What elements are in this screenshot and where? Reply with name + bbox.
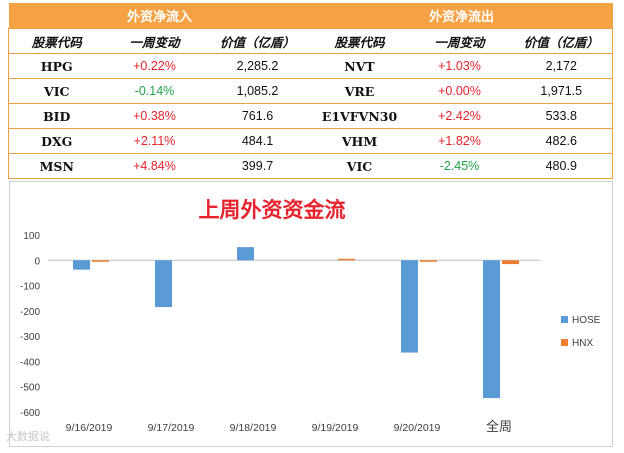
x-tick-label: 9/19/2019 xyxy=(312,422,359,434)
weekly-change: +0.22% xyxy=(104,53,205,79)
x-tick-label: 9/17/2019 xyxy=(148,422,195,434)
bar-hnx xyxy=(502,260,519,265)
col-header: 股票代码 xyxy=(8,28,105,54)
flow-value: 533.8 xyxy=(510,103,613,129)
watermark: 大数据说 xyxy=(6,430,50,443)
inflow-title: 外资净流入 xyxy=(8,3,311,29)
y-tick-label: 100 xyxy=(23,231,40,242)
flow-value: 399.7 xyxy=(204,153,311,179)
x-tick-label: 9/18/2019 xyxy=(230,422,277,434)
outflow-title: 外资净流出 xyxy=(310,3,613,29)
stock-code: DXG xyxy=(8,128,105,154)
flow-value: 1,085.2 xyxy=(204,78,311,104)
flow-value: 480.9 xyxy=(510,153,613,179)
x-tick-label: 全周 xyxy=(486,419,512,434)
table-header-row: 外资净流入 外资净流出 xyxy=(8,3,613,29)
legend-label-hose: HOSE xyxy=(572,315,601,326)
table-row: BID +0.38% 761.6 E1VFVN30 +2.42% 533.8 xyxy=(8,103,613,129)
bar-hnx xyxy=(92,260,109,262)
y-tick-label: -100 xyxy=(20,282,40,293)
y-tick-label: -300 xyxy=(20,332,40,343)
legend-swatch-hose xyxy=(561,316,568,323)
table-row: HPG +0.22% 2,285.2 NVT +1.03% 2,172 xyxy=(8,53,613,79)
x-tick-label: 9/16/2019 xyxy=(66,422,113,434)
legend-label-hnx: HNX xyxy=(572,338,593,349)
weekly-change: +2.11% xyxy=(104,128,205,154)
weekly-change: +2.42% xyxy=(408,103,511,129)
y-tick-label: -200 xyxy=(20,307,40,318)
stock-code: BID xyxy=(8,103,105,129)
col-header: 价值（亿盾） xyxy=(204,28,311,54)
col-header: 股票代码 xyxy=(310,28,409,54)
col-header: 一周变动 xyxy=(104,28,205,54)
stock-code: HPG xyxy=(8,53,105,79)
flow-value: 482.6 xyxy=(510,128,613,154)
stock-code: VHM xyxy=(310,128,409,154)
flow-value: 2,285.2 xyxy=(204,53,311,79)
legend-swatch-hnx xyxy=(561,339,568,346)
weekly-change: +4.84% xyxy=(104,153,205,179)
stock-code: NVT xyxy=(310,53,409,79)
table-row: MSN +4.84% 399.7 VIC -2.45% 480.9 xyxy=(8,153,613,179)
flow-value: 1,971.5 xyxy=(510,78,613,104)
y-tick-label: -600 xyxy=(20,408,40,419)
bar-hnx xyxy=(420,260,437,262)
bar-hose xyxy=(483,260,500,399)
flow-value: 2,172 xyxy=(510,53,613,79)
foreign-flow-table: 外资净流入 外资净流出 股票代码 一周变动 价值（亿盾） 股票代码 一周变动 价… xyxy=(8,3,613,179)
stock-code: E1VFVN30 xyxy=(310,103,409,129)
table-row: DXG +2.11% 484.1 VHM +1.82% 482.6 xyxy=(8,128,613,154)
bar-hose xyxy=(73,260,90,270)
y-tick-label: -400 xyxy=(20,357,40,368)
bar-hose xyxy=(401,260,418,353)
bar-hnx xyxy=(338,258,355,261)
col-header: 一周变动 xyxy=(408,28,511,54)
weekly-change: +0.00% xyxy=(408,78,511,104)
weekly-change: +1.03% xyxy=(408,53,511,79)
flow-value: 484.1 xyxy=(204,128,311,154)
column-header-row: 股票代码 一周变动 价值（亿盾） 股票代码 一周变动 价值（亿盾） xyxy=(8,28,613,54)
weekly-change: -0.14% xyxy=(104,78,205,104)
table-row: VIC -0.14% 1,085.2 VRE +0.00% 1,971.5 xyxy=(8,78,613,104)
stock-code: MSN xyxy=(8,153,105,179)
weekly-change: +0.38% xyxy=(104,103,205,129)
weekly-change: +1.82% xyxy=(408,128,511,154)
bar-hose xyxy=(155,260,172,308)
y-tick-label: 0 xyxy=(34,256,40,267)
bar-hose xyxy=(237,247,254,261)
chart-title: 上周外资资金流 xyxy=(198,197,346,222)
flow-value: 761.6 xyxy=(204,103,311,129)
weekly-change: -2.45% xyxy=(408,153,511,179)
x-tick-label: 9/20/2019 xyxy=(394,422,441,434)
stock-code: VRE xyxy=(310,78,409,104)
stock-code: VIC xyxy=(8,78,105,104)
col-header: 价值（亿盾） xyxy=(510,28,613,54)
y-tick-label: -500 xyxy=(20,383,40,394)
stock-code: VIC xyxy=(310,153,409,179)
chart-frame xyxy=(9,181,613,447)
